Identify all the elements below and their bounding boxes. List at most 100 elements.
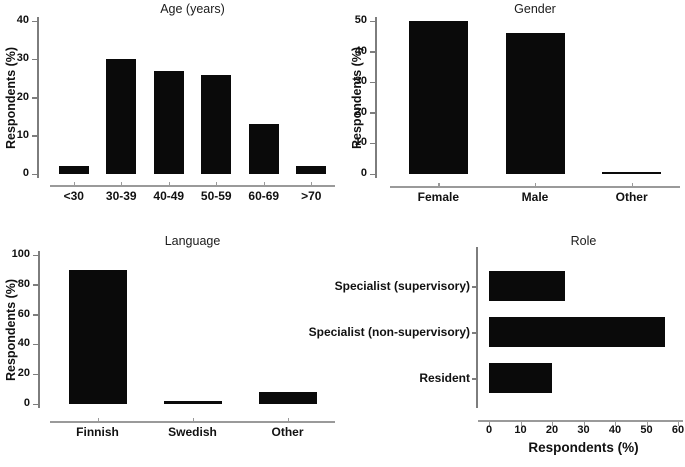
x-axis-line: [50, 421, 335, 423]
y-tick-mark: [33, 314, 38, 316]
y-tick-label: 40: [354, 44, 367, 57]
bar-age-0: [58, 166, 89, 174]
category-label: Other: [615, 190, 648, 204]
x-tick-mark: [615, 421, 617, 426]
y-tick-label: 30: [354, 75, 367, 88]
y-tick-mark: [33, 284, 38, 286]
bar-role-0: [489, 271, 565, 301]
x-tick-mark: [489, 421, 491, 426]
y-axis-line: [38, 251, 40, 408]
x-tick-mark: [73, 182, 75, 185]
x-tick-mark: [97, 418, 99, 421]
category-tick-mark: [472, 286, 476, 288]
y-tick-label: 0: [23, 397, 30, 409]
y-tick-label: 10: [354, 136, 367, 149]
category-label: Female: [417, 190, 459, 204]
y-tick-label: 20: [16, 90, 29, 103]
chart-title-role: Role: [570, 234, 597, 248]
y-tick-label: 20: [354, 105, 367, 118]
y-tick-label: 40: [16, 14, 29, 26]
panel-age: Age (years) Respondents (%) 0 10 20 30 40 <30…: [0, 0, 342, 230]
bar-age-1: [106, 59, 137, 174]
panel-role: Role Respondents (%) Specialist (supervi…: [308, 230, 685, 467]
x-axis-line: [478, 420, 683, 422]
category-label: Finnish: [76, 425, 119, 439]
y-tick-label: 100: [11, 248, 30, 260]
category-label: >70: [301, 189, 322, 203]
x-tick-label: 30: [577, 424, 590, 436]
category-label: 60-69: [248, 189, 280, 203]
bar-role-2: [489, 363, 552, 393]
category-label: Resident: [419, 371, 470, 385]
x-axis-line: [390, 186, 680, 188]
y-tick-label: 10: [16, 128, 29, 141]
bar-language-0: [68, 269, 127, 404]
y-tick-label: 60: [17, 307, 30, 320]
y-tick-label: 50: [354, 14, 367, 26]
y-tick-mark: [33, 343, 38, 346]
x-axis-line: [50, 185, 335, 187]
bar-role-1: [489, 317, 666, 347]
y-tick-mark: [370, 112, 375, 114]
bar-gender-1: [505, 33, 565, 174]
x-tick-mark: [631, 183, 633, 186]
x-tick-mark: [263, 182, 265, 185]
y-tick-mark: [370, 173, 375, 175]
chart-title-gender: Gender: [514, 2, 556, 16]
category-label: Other: [271, 425, 304, 439]
x-tick-label: 60: [671, 424, 685, 436]
bar-age-2: [153, 70, 184, 174]
x-tick-mark: [520, 421, 522, 426]
x-axis-label-role: Respondents (%): [528, 440, 639, 455]
y-tick-mark: [32, 20, 37, 22]
bar-gender-2: [602, 172, 662, 174]
y-tick-label: 20: [17, 367, 30, 380]
category-tick-mark: [472, 378, 476, 380]
bar-language-1: [163, 401, 222, 404]
y-tick-mark: [33, 403, 38, 405]
category-label: 50-59: [200, 189, 232, 203]
category-label: 30-39: [105, 189, 137, 203]
y-axis-line: [375, 17, 377, 178]
x-tick-mark: [438, 183, 440, 186]
x-tick-mark: [216, 182, 218, 185]
x-tick-mark: [192, 418, 194, 421]
y-tick-mark: [32, 58, 37, 61]
bar-age-3: [201, 74, 232, 174]
x-tick-label: 20: [545, 424, 559, 436]
x-tick-label: 50: [640, 424, 653, 436]
y-tick-mark: [370, 142, 375, 145]
y-tick-mark: [32, 97, 37, 99]
category-label: Specialist (supervisory): [334, 279, 470, 293]
x-tick-mark: [583, 421, 585, 426]
category-label: Male: [521, 190, 549, 204]
y-tick-label: 0: [360, 167, 367, 179]
x-tick-label: 40: [608, 424, 622, 436]
y-tick-label: 0: [22, 167, 29, 179]
y-tick-mark: [370, 51, 375, 53]
y-axis-line: [476, 247, 478, 408]
y-tick-mark: [370, 20, 375, 22]
category-label: 40-49: [153, 189, 185, 203]
y-tick-mark: [33, 254, 38, 256]
category-label: Specialist (non-supervisory): [308, 325, 470, 339]
x-tick-mark: [552, 421, 554, 426]
x-tick-mark: [535, 183, 537, 186]
chart-title-language: Language: [164, 234, 221, 248]
x-tick-label: 10: [514, 424, 527, 436]
panel-language: Language Respondents (%) 0 20 40 60 80 100 Fin…: [0, 230, 342, 467]
y-tick-mark: [32, 173, 37, 175]
bar-language-2: [258, 392, 317, 404]
x-tick-label: 0: [485, 424, 493, 436]
x-tick-mark: [678, 421, 680, 426]
x-tick-mark: [168, 182, 170, 185]
x-tick-mark: [121, 182, 123, 185]
y-tick-label: 40: [17, 337, 30, 350]
category-label: <30: [63, 189, 84, 203]
y-tick-label: 30: [16, 52, 29, 65]
y-tick-mark: [33, 373, 38, 376]
category-label: Swedish: [168, 425, 217, 439]
x-tick-mark: [646, 421, 648, 426]
y-tick-label: 80: [17, 277, 30, 290]
